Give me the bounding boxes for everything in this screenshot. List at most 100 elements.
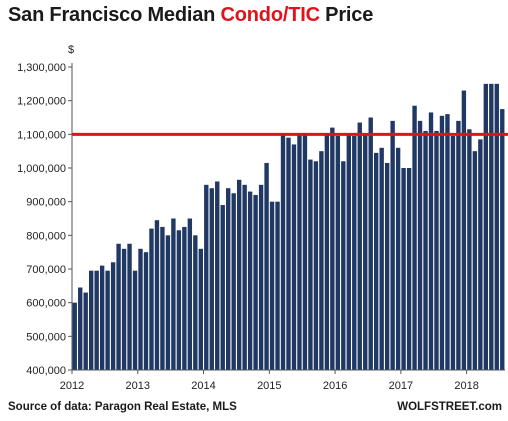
bar [105,270,110,370]
bar [121,248,127,370]
bar-series [72,83,505,371]
bar [357,122,362,370]
bar [379,147,384,370]
y-tick-label: 700,000 [26,264,66,276]
bar [374,152,379,370]
bar [439,115,445,370]
bar [226,188,231,370]
bar [264,162,269,370]
bar [417,120,423,370]
brand-label: WOLFSTREET.com [397,401,502,413]
bar [500,109,505,370]
bar [302,134,308,370]
y-tick-label: 500,000 [26,331,66,343]
bar [313,161,319,370]
bar [149,228,154,370]
bar [78,287,83,370]
chart-title: San Francisco Median Condo/TIC Price [8,4,373,27]
x-tick-label: 2013 [126,380,150,392]
bar [165,235,171,370]
bar [319,151,324,370]
bar [176,230,182,370]
bar [445,114,450,370]
bar [204,184,209,370]
bar [116,243,121,370]
bar [428,112,434,370]
y-tick-label: 1,200,000 [17,96,66,108]
bar [401,168,406,370]
bar [494,83,499,370]
bar [412,105,417,370]
bar [368,117,373,370]
bar [450,136,456,370]
bar [99,265,105,370]
bar [182,226,187,370]
y-tick-label: 400,000 [26,365,66,377]
bar [456,120,461,370]
bar [242,184,247,370]
bar [94,270,99,370]
bar [72,302,77,370]
bar [187,218,193,370]
bar [478,139,483,370]
source-note: Source of data: Paragon Real Estate, MLS [8,401,237,413]
bar [193,235,198,370]
bar [286,137,291,370]
bar [390,120,395,370]
x-tick-label: 2014 [191,380,215,392]
bar [127,243,132,370]
y-tick-label: 800,000 [26,230,66,242]
y-axis: 400,000 500,000 600,000 700,000 800,000 900,0… [17,62,73,377]
bar [330,127,335,370]
bar [467,129,472,370]
bar [209,188,214,370]
bar [215,181,220,370]
bar [220,205,225,370]
bar [143,252,149,370]
bar [275,201,280,370]
title-highlight: Condo/TIC [220,4,320,26]
bar [138,248,143,370]
x-tick-label: 2012 [60,380,84,392]
x-axis: 2012 2013 2014 2015 2016 2017 2018 [60,369,505,392]
bar [461,90,467,371]
bar [341,161,346,370]
bar [395,147,401,370]
x-tick-label: 2016 [323,380,347,392]
bar [236,179,242,370]
bar [406,168,412,370]
bar [483,83,489,370]
x-tick-label: 2017 [389,380,413,392]
bar [291,144,297,370]
bar [253,194,258,370]
x-tick-label: 2015 [257,380,281,392]
bar [88,270,94,370]
bar [132,270,138,370]
bar [308,159,313,370]
bar [384,162,390,370]
bar [280,134,286,370]
bar [247,191,253,370]
bar [324,134,330,370]
bar [198,248,203,370]
y-tick-label: 1,000,000 [17,163,66,175]
x-tick-label: 2018 [454,380,478,392]
bar [258,184,264,370]
bar [472,151,478,370]
title-part-1: San Francisco Median [8,4,221,26]
y-tick-label: 1,300,000 [17,62,66,74]
bar [110,262,116,370]
bar [352,136,357,370]
bar [231,193,236,370]
y-axis-label: $ [68,44,74,56]
bar [423,130,428,370]
bar [160,226,165,370]
bar [335,136,341,370]
y-tick-label: 600,000 [26,298,66,310]
bar [154,220,160,370]
bar [297,134,302,370]
bar [363,134,368,370]
bar [83,292,88,370]
bar [269,201,275,370]
